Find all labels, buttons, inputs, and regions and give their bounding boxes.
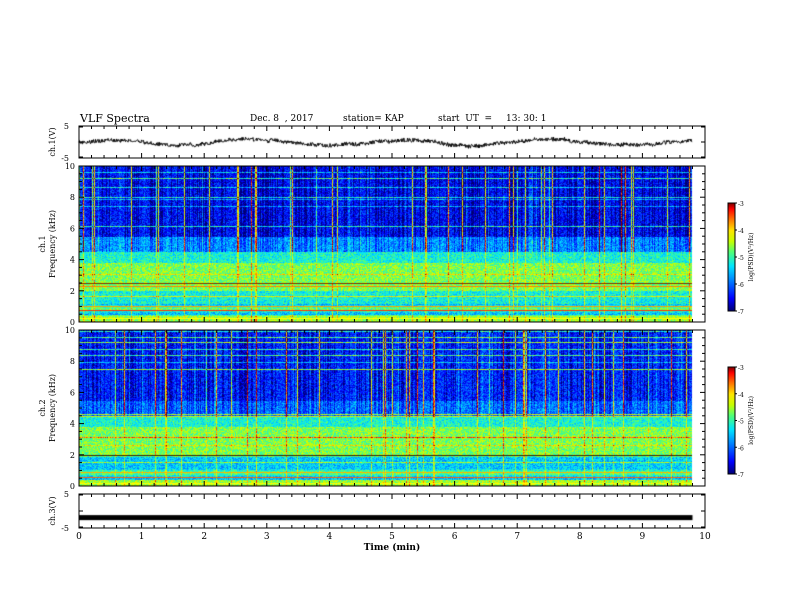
y-tick-label: 6 [70,388,75,397]
colorbar-tick-label: -4 [738,228,744,235]
x-tick-label: 5 [389,532,395,542]
y-tick-label: 2 [70,451,75,460]
colorbar-label: log(PSD)(V²/Hz) [748,396,755,445]
y-tick-label: 0 [70,318,75,327]
ch1-ylabel: ch.1(V) [48,127,57,156]
y-tick-label: -5 [61,154,69,163]
colorbar-tick-label: -6 [738,445,744,452]
ch1-label: ch.1 [38,235,47,252]
y-tick-label: 8 [70,193,75,202]
y-tick-label: 6 [70,224,75,233]
ch3-frame [78,493,706,529]
y-tick-label: 4 [70,420,75,429]
station-label: station= KAP [343,114,404,124]
x-tick-label: 2 [201,532,207,542]
x-tick-label: 6 [452,532,458,542]
colorbar-tick-label: -3 [738,201,744,208]
y-tick-label: 2 [70,287,75,296]
colorbar-tick-label: -6 [738,282,744,289]
y-tick-label: 5 [64,490,69,499]
colorbar-tick-label: -5 [738,419,744,426]
x-tick-label: 4 [327,532,333,542]
colorbar-tick-label: -4 [738,392,744,399]
y-tick-label: 5 [64,122,69,131]
date-label: Dec. 8 , 2017 [250,114,314,124]
frequency-label: Frequency (kHz) [48,210,57,278]
x-tick-label: 9 [640,532,646,542]
x-tick-label: 1 [139,532,145,542]
ch2-spectrogram-frame [78,329,706,487]
y-tick-label: 0 [70,482,75,491]
colorbar-label: log(PSD)(V²/Hz) [748,233,755,282]
y-tick-label: -5 [61,524,69,533]
y-tick-label: 10 [65,326,75,335]
colorbar-tick-label: -5 [738,255,744,262]
x-tick-label: 3 [264,532,270,542]
ch2-label: ch.2 [38,399,47,416]
colorbar-tick-label: -3 [738,365,744,372]
y-tick-label: 8 [70,357,75,366]
x-tick-label: 10 [699,532,711,542]
page-title: VLF Spectra [80,112,150,125]
x-axis-label: Time (min) [364,542,421,553]
colorbar-tick-label: -7 [738,472,744,479]
x-tick-label: 0 [76,532,82,542]
x-tick-label: 7 [514,532,520,542]
start-ut-label: start UT = [438,114,493,124]
start-ut-value: 13: 30: 1 [506,114,547,124]
colorbar-tick-label: -7 [738,309,744,316]
colorbar [727,202,736,312]
frequency-label: Frequency (kHz) [48,374,57,442]
y-tick-label: 10 [65,162,75,171]
x-tick-label: 8 [577,532,583,542]
ch3-ylabel: ch.3(V) [48,496,57,525]
colorbar [727,366,736,475]
ch1-spectrogram-frame [78,165,706,323]
y-tick-label: 4 [70,256,75,265]
